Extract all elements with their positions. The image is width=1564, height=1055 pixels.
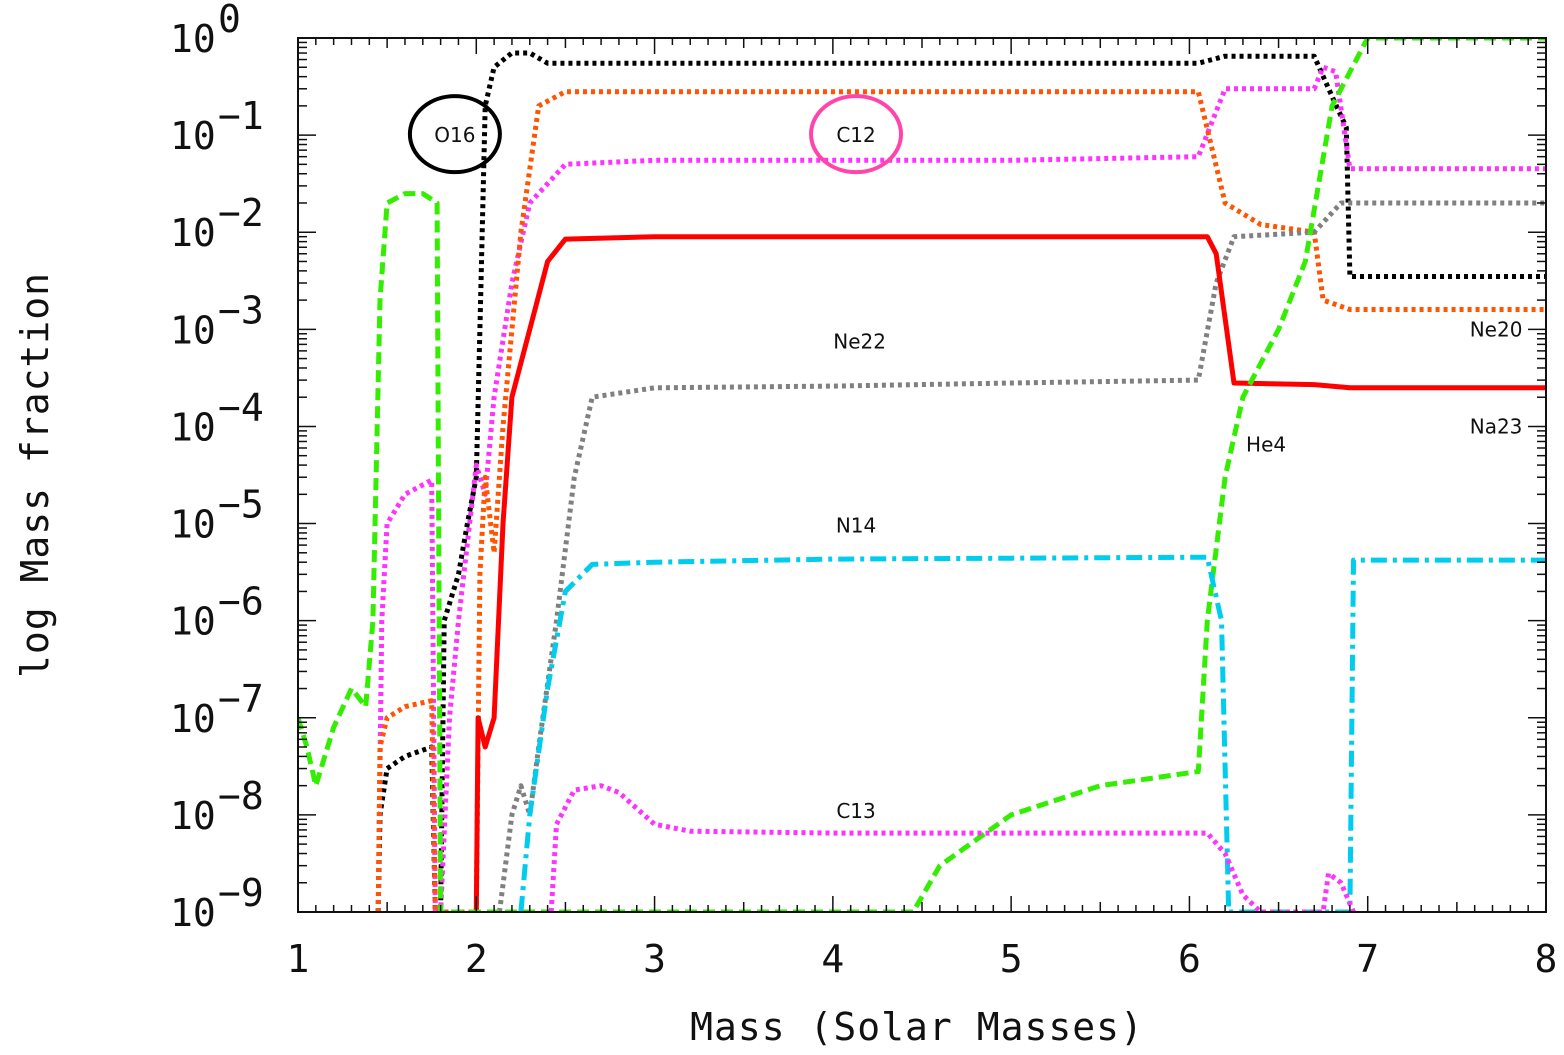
y-tick-label-exponent: −5	[218, 483, 264, 527]
isotope-label-c12: C12	[836, 123, 875, 147]
x-tick-label: 5	[1000, 937, 1023, 981]
x-axis-title: Mass (Solar Masses)	[690, 1005, 1144, 1049]
series-line-o16	[375, 50, 1546, 912]
y-tick-label-exponent: 0	[218, 0, 241, 41]
series-layer	[298, 38, 1546, 912]
x-tick-label: 4	[821, 937, 844, 981]
x-tick-label: 2	[465, 937, 488, 981]
x-tick-label: 7	[1356, 937, 1379, 981]
y-tick-label-base: 10	[170, 17, 216, 61]
isotope-label-ne20: Ne20	[1470, 317, 1523, 341]
isotope-label-ne22: Ne22	[833, 329, 886, 353]
y-tick-label-exponent: −6	[218, 580, 264, 624]
y-tick-label-base: 10	[170, 697, 216, 741]
x-tick-label: 3	[643, 937, 666, 981]
y-tick-label-base: 10	[170, 503, 216, 547]
annotation-layer: O16 C12 Ne22 N14 C13 He4 Ne20 Na23	[407, 94, 1523, 823]
x-tick-label: 8	[1535, 937, 1558, 981]
series-line-n14	[518, 554, 1546, 912]
y-tick-label-base: 10	[170, 308, 216, 352]
annotation-circle	[407, 94, 502, 175]
isotope-label-c13: C13	[836, 799, 875, 823]
y-tick-label-exponent: −8	[218, 774, 264, 818]
y-tick-label-base: 10	[170, 211, 216, 255]
y-axis-title: log Mass fraction	[13, 272, 57, 678]
series-line-na23	[473, 234, 1546, 912]
y-tick-label-exponent: −9	[218, 871, 264, 915]
x-tick-label: 6	[1178, 937, 1201, 981]
x-tick-label: 1	[287, 937, 310, 981]
y-tick-label-base: 10	[170, 794, 216, 838]
frame-layer	[297, 37, 1547, 913]
isotope-label-he4: He4	[1246, 433, 1286, 457]
y-tick-label-base: 10	[170, 891, 216, 935]
label-layer: 1 2 3 4 5 6 7 810 010 −110 −210 −310 −410 −510 −610 −71…	[13, 0, 1557, 1049]
y-tick-label-base: 10	[170, 600, 216, 644]
isotope-label-na23: Na23	[1470, 414, 1523, 438]
y-tick-label-exponent: −3	[218, 288, 264, 332]
isotope-label-n14: N14	[836, 514, 876, 538]
series-line-c13	[548, 783, 1356, 912]
series-line-c12	[375, 64, 1546, 912]
isotope-label-o16: O16	[434, 123, 475, 147]
series-line-c12-orange	[375, 89, 1546, 912]
y-tick-label-exponent: −4	[218, 385, 264, 429]
y-tick-label-base: 10	[170, 114, 216, 158]
y-tick-label-exponent: −7	[218, 677, 264, 721]
y-tick-label-base: 10	[170, 405, 216, 449]
y-tick-label-exponent: −1	[218, 94, 264, 138]
series-line-ne20	[497, 200, 1546, 912]
annotation-circle	[809, 94, 904, 175]
y-tick-label-exponent: −2	[218, 191, 264, 235]
